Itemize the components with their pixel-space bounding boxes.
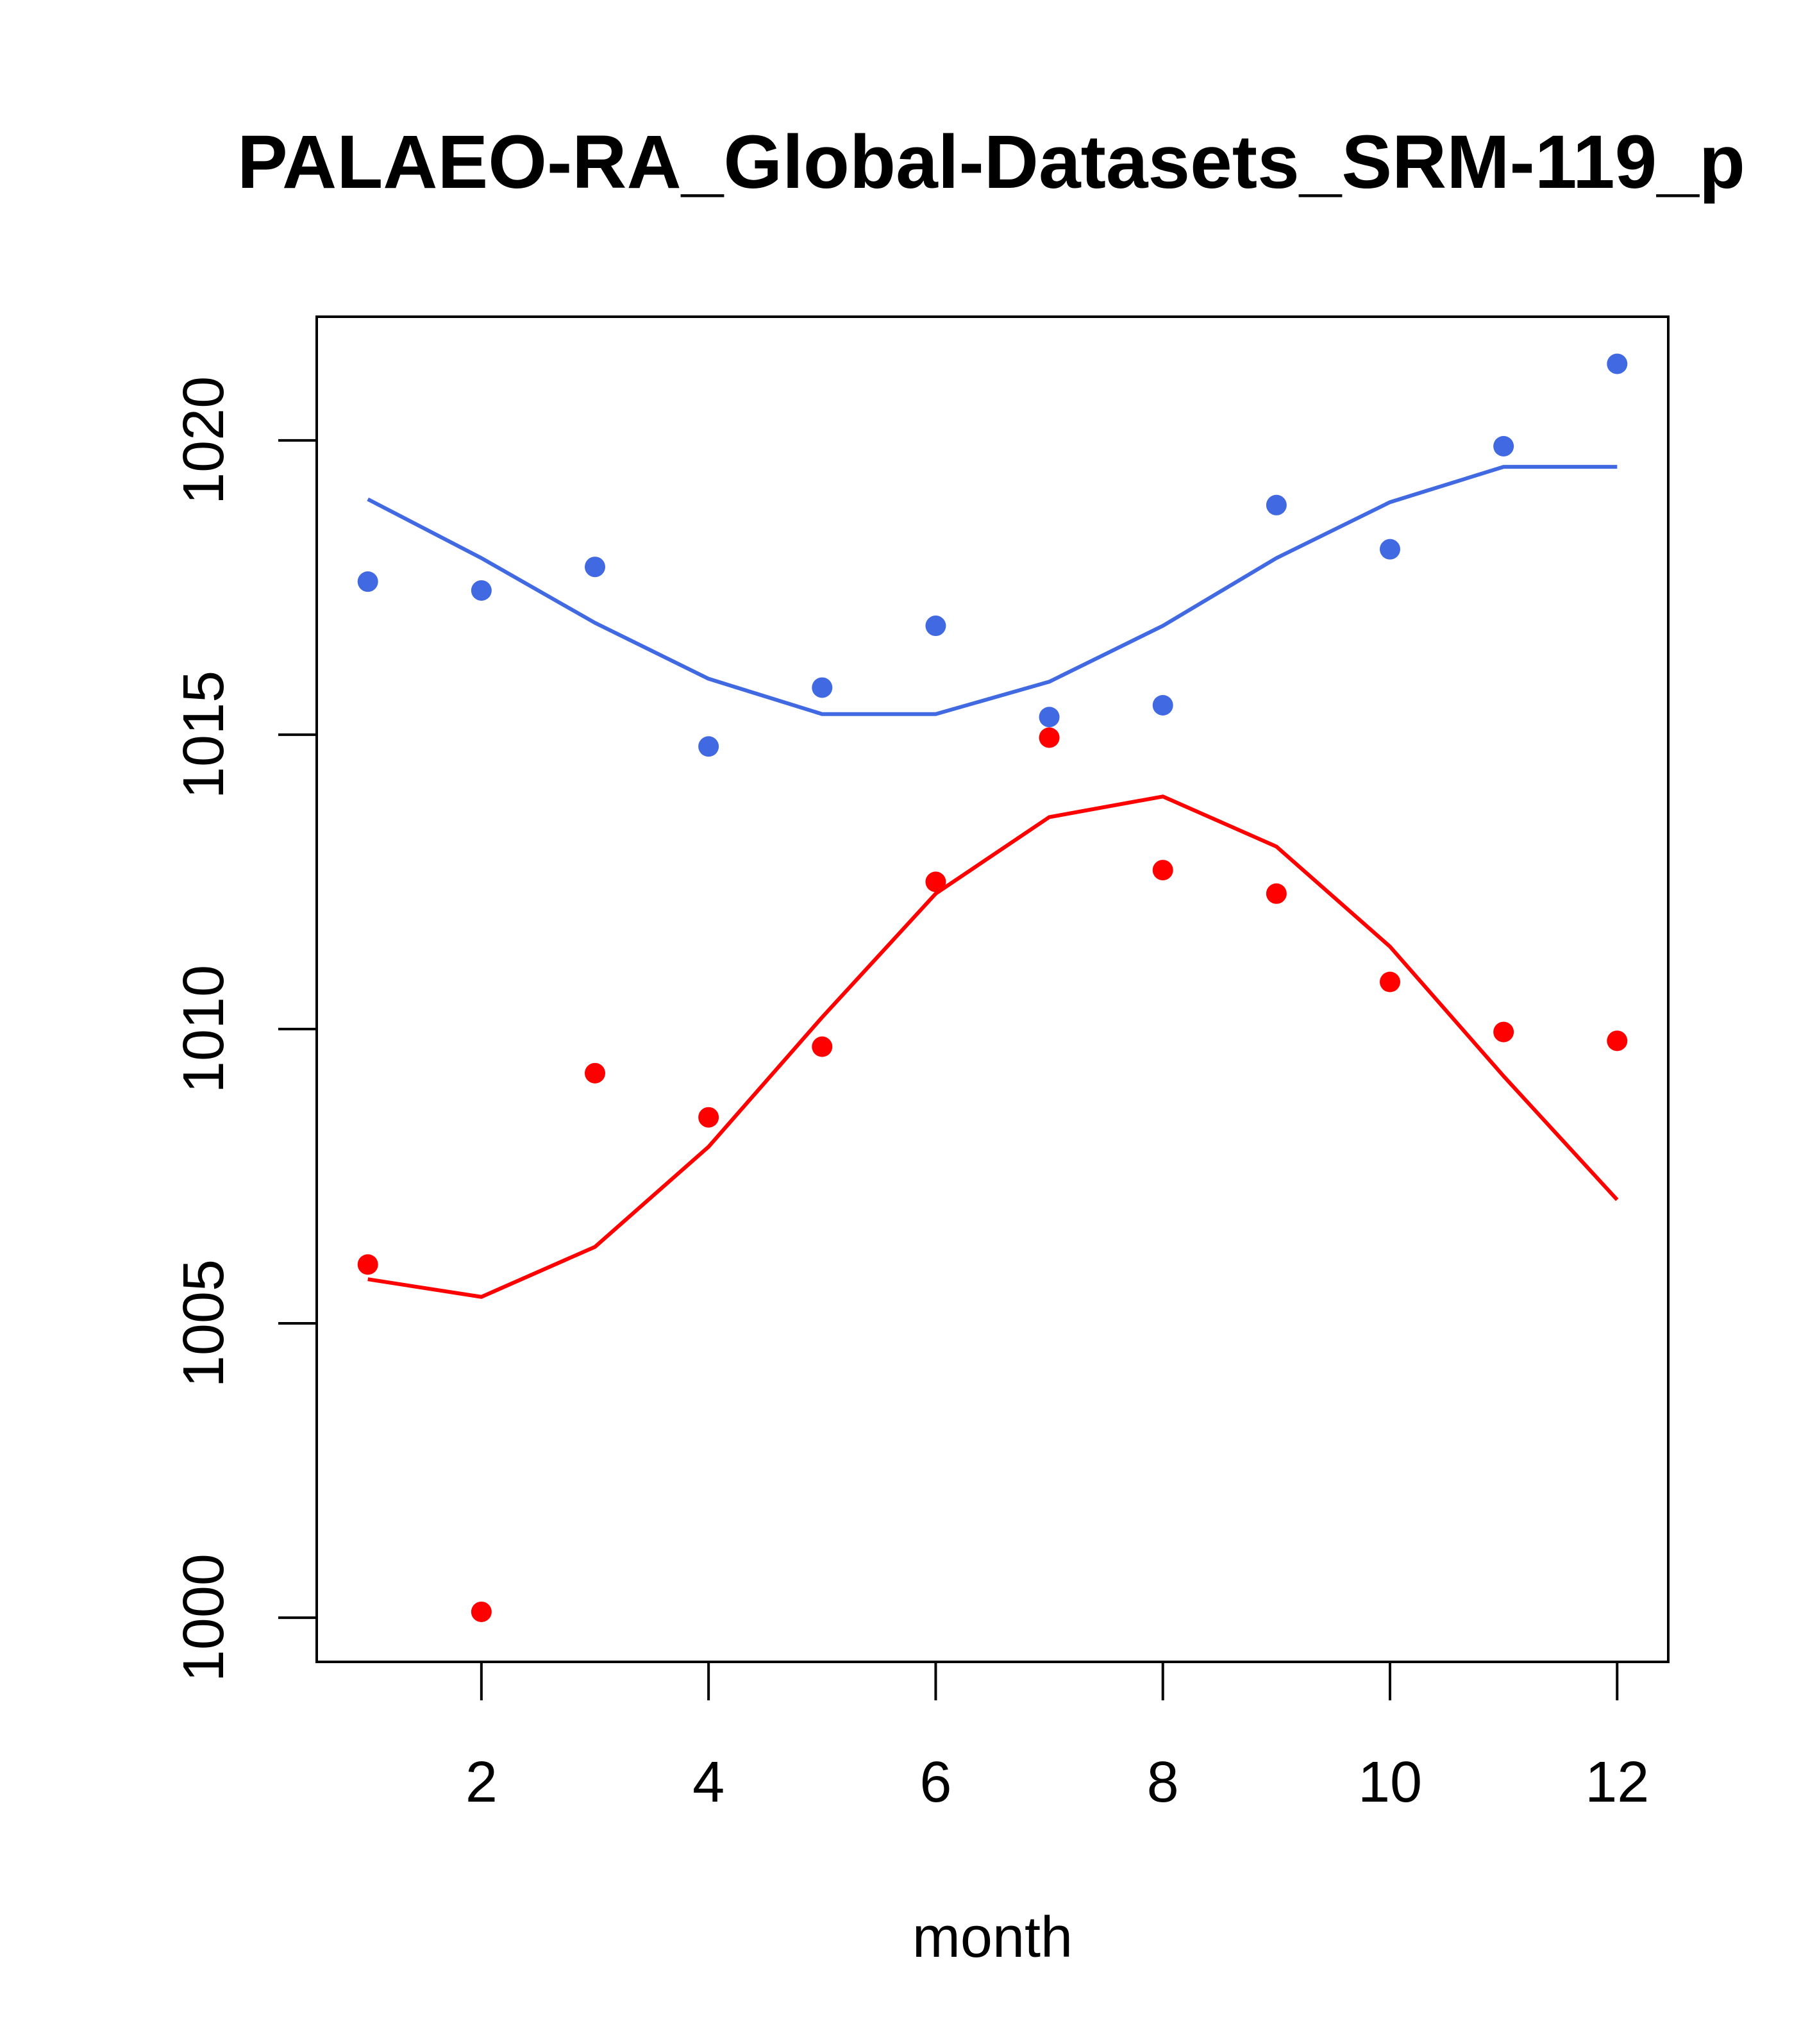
blue-points-point bbox=[812, 677, 833, 698]
red-points-point bbox=[1607, 1030, 1628, 1051]
blue-points-point bbox=[1607, 353, 1628, 374]
blue-points-point bbox=[925, 616, 946, 637]
x-tick-label: 12 bbox=[1585, 1750, 1649, 1814]
x-tick-label: 8 bbox=[1147, 1750, 1179, 1814]
x-tick-label: 10 bbox=[1358, 1750, 1422, 1814]
blue-points-point bbox=[585, 557, 605, 578]
y-tick-label: 1000 bbox=[172, 1554, 236, 1682]
blue-points-point bbox=[1266, 494, 1287, 515]
red-points-point bbox=[925, 871, 946, 892]
blue-points-point bbox=[1380, 539, 1400, 560]
red-points-point bbox=[1266, 883, 1287, 904]
x-axis: 2 4 6 8 10 12 bbox=[465, 1661, 1649, 1814]
red-points-point bbox=[698, 1107, 719, 1128]
red-line bbox=[367, 794, 1619, 1299]
x-axis-label: month bbox=[912, 1906, 1073, 1970]
red-points-point bbox=[471, 1601, 492, 1622]
x-tick-label: 4 bbox=[692, 1750, 724, 1814]
blue-line bbox=[367, 465, 1618, 716]
y-tick-label: 1020 bbox=[172, 376, 236, 505]
blue-points-point bbox=[698, 736, 719, 757]
blue-points bbox=[357, 353, 1628, 757]
red-points-point bbox=[1152, 860, 1173, 881]
red-points bbox=[357, 727, 1628, 1622]
red-points-point bbox=[1380, 971, 1400, 993]
red-points-point bbox=[1039, 727, 1060, 748]
series-layer bbox=[357, 353, 1628, 1622]
y-tick-label: 1005 bbox=[172, 1259, 236, 1387]
y-tick-label: 1015 bbox=[172, 671, 236, 799]
y-axis: 1000 1005 1010 1015 1020 bbox=[172, 376, 318, 1682]
red-points-point bbox=[1493, 1021, 1514, 1043]
blue-points-point bbox=[471, 580, 492, 601]
plot-area bbox=[315, 315, 1670, 1663]
blue-points-point bbox=[1493, 435, 1514, 457]
blue-points-point bbox=[357, 571, 378, 592]
red-points-point bbox=[357, 1254, 378, 1275]
x-tick-label: 2 bbox=[465, 1750, 498, 1814]
x-tick-label: 6 bbox=[919, 1750, 951, 1814]
chart-title: PALAEO-RA_Global-Datasets_SRM-119_p bbox=[237, 120, 1745, 205]
y-tick-label: 1010 bbox=[172, 965, 236, 1093]
blue-points-point bbox=[1152, 694, 1173, 716]
red-points-point bbox=[585, 1062, 605, 1084]
blue-points-point bbox=[1039, 707, 1060, 728]
red-points-point bbox=[812, 1036, 833, 1057]
